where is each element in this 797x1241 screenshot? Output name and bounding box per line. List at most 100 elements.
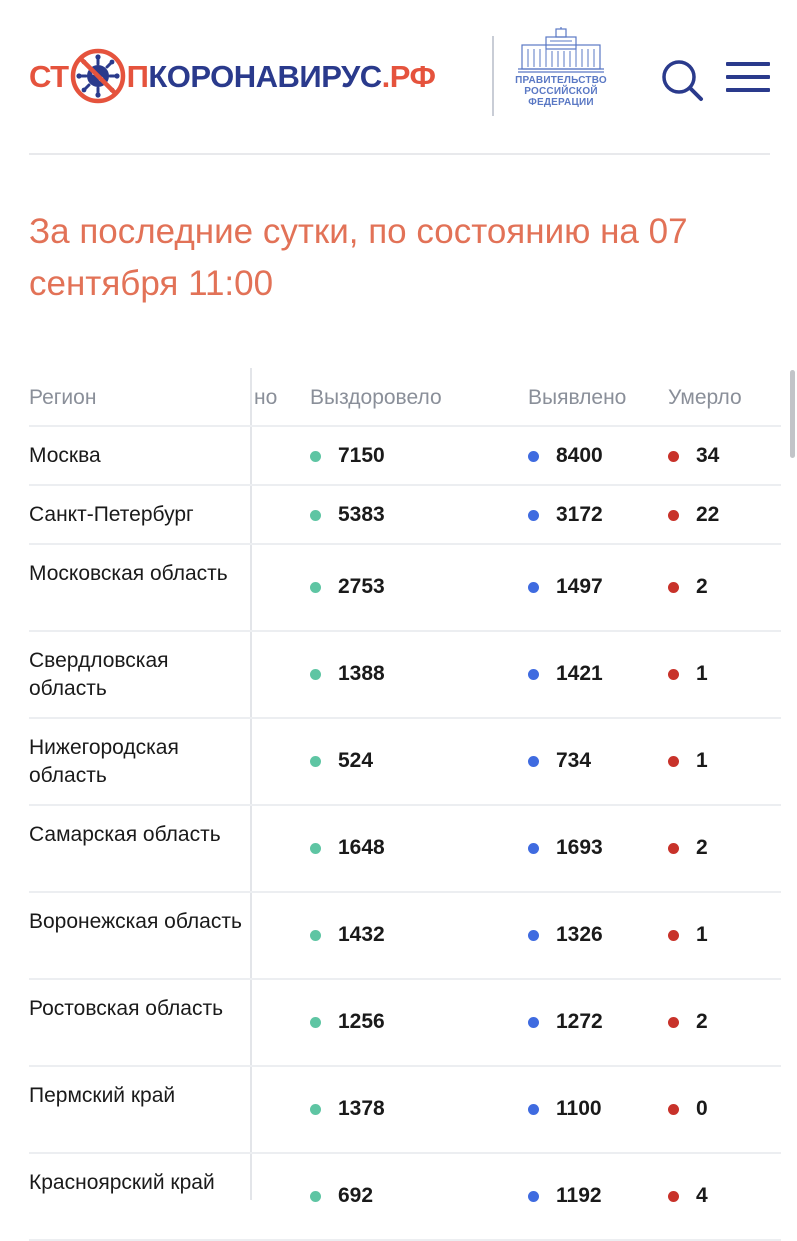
- column-header-recovered[interactable]: Выздоровело: [310, 386, 442, 409]
- government-label-line1: ПРАВИТЕЛЬСТВО: [515, 75, 607, 86]
- table-header: Регион но Выздоровело Выявлено Умерло: [29, 368, 781, 427]
- died-dot-icon: [668, 450, 679, 462]
- recovered-dot-icon: [310, 450, 321, 462]
- sticky-column-divider: [250, 368, 252, 1200]
- died-value: 1: [696, 662, 708, 685]
- table-row[interactable]: Пермский край 1378 1100 0: [29, 1067, 781, 1154]
- column-header-hidden[interactable]: но: [254, 386, 278, 409]
- recovered-dot-icon: [310, 581, 321, 593]
- detected-cell: 1693: [528, 834, 603, 862]
- menu-icon: [726, 75, 770, 79]
- recovered-cell: 524: [310, 747, 373, 775]
- header-separator: [29, 153, 770, 155]
- recovered-value: 5383: [338, 503, 385, 526]
- table-row[interactable]: Московская область 2753 1497 2: [29, 545, 781, 632]
- died-cell: 2: [668, 573, 708, 601]
- menu-icon: [726, 88, 770, 92]
- detected-dot-icon: [528, 1103, 539, 1115]
- detected-cell: 1421: [528, 660, 603, 688]
- recovered-cell: 1432: [310, 921, 385, 949]
- column-header-region[interactable]: Регион: [29, 386, 97, 409]
- detected-cell: 734: [528, 747, 591, 775]
- recovered-value: 524: [338, 749, 374, 772]
- site-header: СТ П КОРОНАВИРУС .РФ: [0, 0, 797, 155]
- recovered-dot-icon: [310, 755, 321, 767]
- column-header-detected[interactable]: Выявлено: [528, 386, 627, 409]
- government-label-line2: РОССИЙСКОЙ: [524, 86, 598, 97]
- site-logo[interactable]: СТ П КОРОНАВИРУС .РФ: [29, 48, 436, 104]
- regions-table: Регион но Выздоровело Выявлено Умерло Мо…: [29, 368, 781, 1241]
- recovered-cell: 1388: [310, 660, 385, 688]
- detected-dot-icon: [528, 842, 539, 854]
- menu-icon: [726, 62, 770, 66]
- died-cell: 1: [668, 921, 708, 949]
- detected-cell: 8400: [528, 442, 603, 470]
- detected-dot-icon: [528, 1016, 539, 1028]
- died-value: 0: [696, 1097, 708, 1120]
- recovered-value: 1256: [338, 1010, 385, 1033]
- table-row[interactable]: Свердловская область 1388 1421 1: [29, 632, 781, 719]
- menu-button[interactable]: [726, 62, 770, 92]
- died-dot-icon: [668, 1103, 679, 1115]
- government-logo[interactable]: ПРАВИТЕЛЬСТВО РОССИЙСКОЙ ФЕДЕРАЦИИ: [513, 27, 609, 108]
- recovered-cell: 5383: [310, 501, 385, 529]
- table-row[interactable]: Санкт-Петербург 5383 3172 22: [29, 486, 781, 545]
- detected-cell: 1326: [528, 921, 603, 949]
- recovered-dot-icon: [310, 1190, 321, 1202]
- region-name: Красноярский край: [29, 1171, 215, 1194]
- table-scrollbar[interactable]: [790, 370, 795, 458]
- table-row[interactable]: Ростовская область 1256 1272 2: [29, 980, 781, 1067]
- died-value: 2: [696, 836, 708, 859]
- detected-value: 1100: [556, 1097, 602, 1120]
- died-cell: 2: [668, 834, 708, 862]
- detected-value: 8400: [556, 444, 603, 467]
- table-row[interactable]: Самарская область 1648 1693 2: [29, 806, 781, 893]
- recovered-dot-icon: [310, 1103, 321, 1115]
- logo-text-part3: КОРОНАВИРУС: [148, 58, 382, 94]
- died-cell: 22: [668, 501, 719, 529]
- region-name: Свердловская область: [29, 649, 169, 700]
- recovered-value: 1432: [338, 923, 385, 946]
- detected-value: 1421: [556, 662, 603, 685]
- died-dot-icon: [668, 509, 679, 521]
- detected-cell: 1497: [528, 573, 603, 601]
- government-label: ПРАВИТЕЛЬСТВО РОССИЙСКОЙ ФЕДЕРАЦИИ: [513, 75, 609, 108]
- detected-dot-icon: [528, 755, 539, 767]
- search-button[interactable]: [660, 58, 704, 102]
- detected-dot-icon: [528, 1190, 539, 1202]
- detected-dot-icon: [528, 929, 539, 941]
- died-dot-icon: [668, 668, 679, 680]
- recovered-cell: 1648: [310, 834, 385, 862]
- died-dot-icon: [668, 842, 679, 854]
- died-value: 2: [696, 575, 708, 598]
- region-name: Пермский край: [29, 1084, 176, 1107]
- virus-icon: [70, 48, 125, 104]
- detected-value: 734: [556, 749, 592, 772]
- died-value: 1: [696, 923, 708, 946]
- detected-dot-icon: [528, 509, 539, 521]
- region-name: Воронежская область: [29, 910, 242, 933]
- table-row[interactable]: Воронежская область 1432 1326 1: [29, 893, 781, 980]
- died-cell: 0: [668, 1095, 708, 1123]
- region-name: Ростовская область: [29, 997, 224, 1020]
- logo-text-part1: СТ: [29, 58, 69, 94]
- region-name: Нижегородская область: [29, 736, 179, 787]
- recovered-dot-icon: [310, 929, 321, 941]
- died-value: 4: [696, 1184, 708, 1207]
- table-row[interactable]: Нижегородская область 524 734 1: [29, 719, 781, 806]
- detected-dot-icon: [528, 450, 539, 462]
- table-row[interactable]: Красноярский край 692 1192 4: [29, 1154, 781, 1241]
- region-name: Санкт-Петербург: [29, 503, 194, 526]
- column-header-died[interactable]: Умерло: [668, 386, 742, 409]
- government-label-line3: ФЕДЕРАЦИИ: [528, 97, 594, 108]
- recovered-value: 2753: [338, 575, 385, 598]
- died-dot-icon: [668, 755, 679, 767]
- recovered-value: 1648: [338, 836, 385, 859]
- logo-text-part2: П: [126, 58, 149, 94]
- region-name: Московская область: [29, 562, 228, 585]
- table-row[interactable]: Москва 7150 8400 34: [29, 427, 781, 486]
- died-dot-icon: [668, 1016, 679, 1028]
- recovered-cell: 1378: [310, 1095, 385, 1123]
- detected-value: 1326: [556, 923, 603, 946]
- died-cell: 1: [668, 660, 708, 688]
